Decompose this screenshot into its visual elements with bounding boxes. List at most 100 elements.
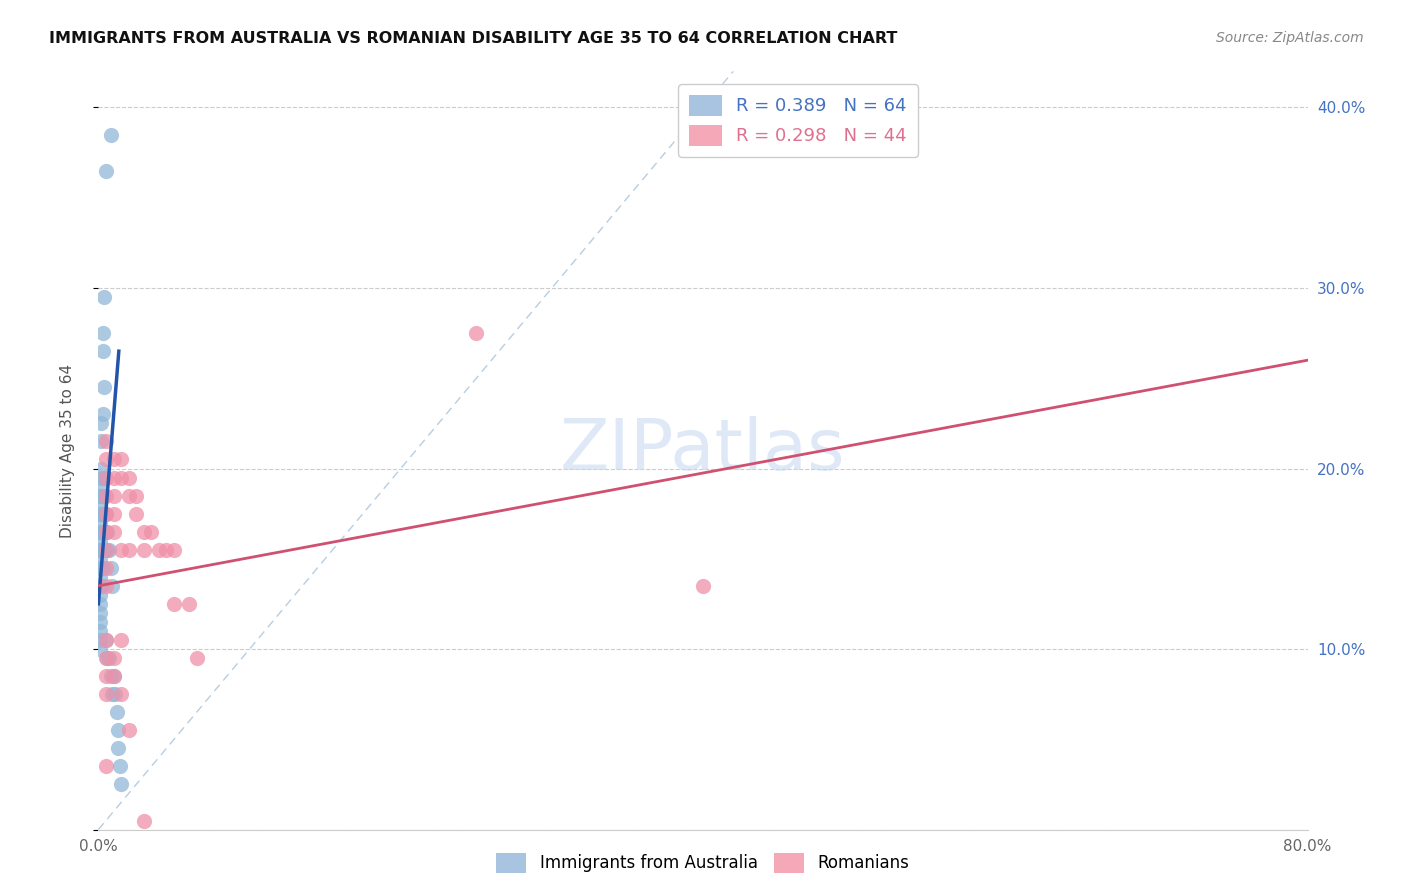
Legend: R = 0.389   N = 64, R = 0.298   N = 44: R = 0.389 N = 64, R = 0.298 N = 44 (679, 84, 918, 157)
Point (94, 542, 117, 557)
Point (89, 606, 111, 620)
Text: ZIPatlas: ZIPatlas (560, 416, 846, 485)
Point (89, 615, 111, 629)
Point (100, 128, 122, 142)
Point (94, 470, 117, 484)
Point (90, 542, 112, 557)
Y-axis label: Disability Age 35 to 64: Disability Age 35 to 64 (60, 363, 75, 538)
Point (110, 777, 132, 791)
Point (89, 524, 111, 539)
Point (132, 524, 155, 539)
Point (93, 290, 115, 304)
Point (132, 542, 155, 557)
Point (103, 651, 125, 665)
Point (89, 624, 111, 638)
Point (91, 524, 114, 539)
Point (96, 524, 118, 539)
Point (93, 524, 115, 539)
Point (90, 524, 112, 539)
Point (94, 524, 117, 539)
Point (110, 470, 132, 484)
Point (110, 633, 132, 648)
Point (110, 452, 132, 467)
Point (98, 651, 121, 665)
Point (465, 326, 488, 340)
Point (93, 542, 115, 557)
Point (110, 687, 132, 701)
Point (104, 687, 127, 701)
Point (89, 507, 111, 521)
Point (94, 524, 117, 539)
Point (179, 597, 201, 611)
Point (94, 434, 117, 449)
Point (125, 507, 148, 521)
Point (94, 489, 117, 503)
Point (89, 498, 111, 512)
Point (107, 741, 129, 756)
Point (118, 723, 141, 738)
Point (163, 597, 186, 611)
Point (94, 633, 117, 648)
Point (163, 542, 186, 557)
Point (100, 561, 122, 575)
Point (96, 651, 118, 665)
Point (186, 651, 208, 665)
Point (89, 516, 111, 530)
Point (89, 579, 111, 593)
Point (93, 380, 115, 394)
Point (89, 597, 111, 611)
Point (89, 642, 111, 657)
Point (90, 461, 112, 475)
Point (107, 723, 129, 738)
Point (94, 561, 117, 575)
Point (118, 470, 141, 484)
Point (118, 489, 141, 503)
Text: IMMIGRANTS FROM AUSTRALIA VS ROMANIAN DISABILITY AGE 35 TO 64 CORRELATION CHART: IMMIGRANTS FROM AUSTRALIA VS ROMANIAN DI… (49, 31, 897, 46)
Point (94, 507, 117, 521)
Point (89, 542, 111, 557)
Point (100, 669, 122, 683)
Point (692, 579, 714, 593)
Point (105, 705, 128, 719)
Point (91, 542, 114, 557)
Point (91, 470, 114, 484)
Point (98, 542, 121, 557)
Point (132, 814, 155, 828)
Point (118, 542, 141, 557)
Point (148, 542, 170, 557)
Point (89, 588, 111, 602)
Point (125, 489, 148, 503)
Point (90, 417, 112, 431)
Point (103, 452, 125, 467)
Point (108, 759, 131, 773)
Point (93, 507, 115, 521)
Point (90, 479, 112, 493)
Point (91, 561, 114, 575)
Point (91, 344, 114, 359)
Point (94, 633, 117, 648)
Point (90, 507, 112, 521)
Point (94, 163, 117, 178)
Point (101, 579, 124, 593)
Point (103, 669, 125, 683)
Point (89, 551, 111, 566)
Point (103, 669, 125, 683)
Point (91, 489, 114, 503)
Point (103, 489, 125, 503)
Point (89, 570, 111, 584)
Text: Source: ZipAtlas.com: Source: ZipAtlas.com (1216, 31, 1364, 45)
Point (155, 542, 177, 557)
Point (94, 452, 117, 467)
Point (94, 507, 117, 521)
Point (103, 524, 125, 539)
Point (94, 687, 117, 701)
Point (89, 561, 111, 575)
Point (89, 533, 111, 548)
Point (90, 579, 112, 593)
Point (91, 326, 114, 340)
Point (110, 542, 132, 557)
Point (91, 507, 114, 521)
Point (90, 434, 112, 449)
Point (94, 651, 117, 665)
Point (90, 561, 112, 575)
